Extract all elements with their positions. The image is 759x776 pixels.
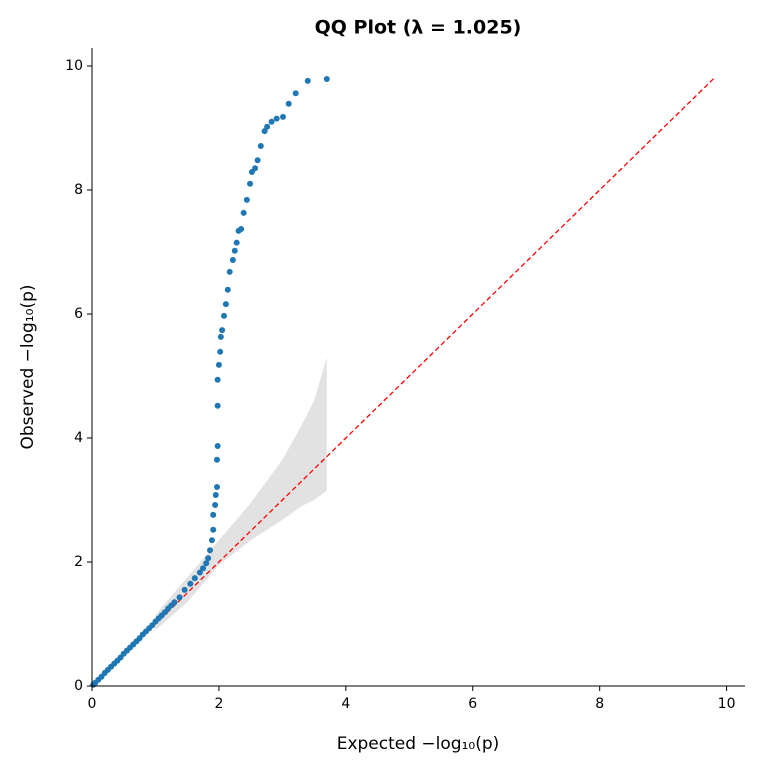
point	[214, 402, 221, 409]
y-tick-label: 6	[74, 306, 83, 322]
point	[205, 555, 212, 562]
point	[210, 511, 217, 518]
point	[212, 501, 219, 508]
point	[261, 128, 268, 135]
point	[196, 569, 203, 576]
point	[285, 100, 292, 107]
point	[217, 348, 224, 355]
y-tick-label: 0	[74, 678, 83, 694]
point	[219, 327, 226, 334]
x-tick-label: 6	[468, 696, 477, 712]
point	[254, 157, 261, 164]
point	[252, 165, 259, 172]
point	[231, 247, 238, 254]
point	[214, 456, 221, 463]
point	[176, 594, 183, 601]
point	[240, 209, 247, 216]
point	[215, 361, 222, 368]
point	[268, 118, 275, 125]
point	[292, 90, 299, 97]
point	[257, 142, 264, 149]
point	[280, 113, 287, 120]
point	[273, 115, 280, 122]
y-tick-label: 2	[74, 554, 83, 570]
point	[187, 580, 194, 587]
point	[304, 77, 311, 84]
point	[191, 575, 198, 582]
point	[210, 526, 217, 533]
point	[323, 76, 330, 83]
point	[264, 123, 271, 130]
point	[217, 333, 224, 340]
point	[222, 301, 229, 308]
point	[233, 239, 240, 246]
x-tick-label: 4	[341, 696, 350, 712]
reference-line	[91, 77, 715, 687]
point	[203, 560, 210, 567]
point	[229, 257, 236, 264]
x-tick-label: 0	[88, 696, 97, 712]
point	[208, 537, 215, 544]
point	[247, 180, 254, 187]
point	[181, 586, 188, 593]
point	[214, 443, 221, 450]
x-tick-label: 10	[718, 696, 736, 712]
point	[220, 312, 227, 319]
point	[207, 547, 214, 554]
confidence-band	[155, 357, 327, 631]
point	[226, 268, 233, 275]
point	[214, 376, 221, 383]
point	[212, 492, 219, 499]
point	[243, 196, 250, 203]
y-axis-label: Observed −log₁₀(p)	[18, 284, 38, 449]
point	[238, 226, 245, 233]
chart-title: QQ Plot (λ = 1.025)	[315, 17, 522, 39]
y-tick-label: 4	[74, 430, 83, 446]
x-tick-label: 8	[595, 696, 604, 712]
point	[171, 599, 178, 606]
point	[200, 565, 207, 572]
y-tick-label: 10	[65, 58, 83, 74]
point	[214, 483, 221, 490]
point	[224, 286, 231, 293]
y-tick-label: 8	[74, 182, 83, 198]
x-tick-label: 2	[214, 696, 223, 712]
x-axis-label: Expected −log₁₀(p)	[337, 734, 500, 754]
